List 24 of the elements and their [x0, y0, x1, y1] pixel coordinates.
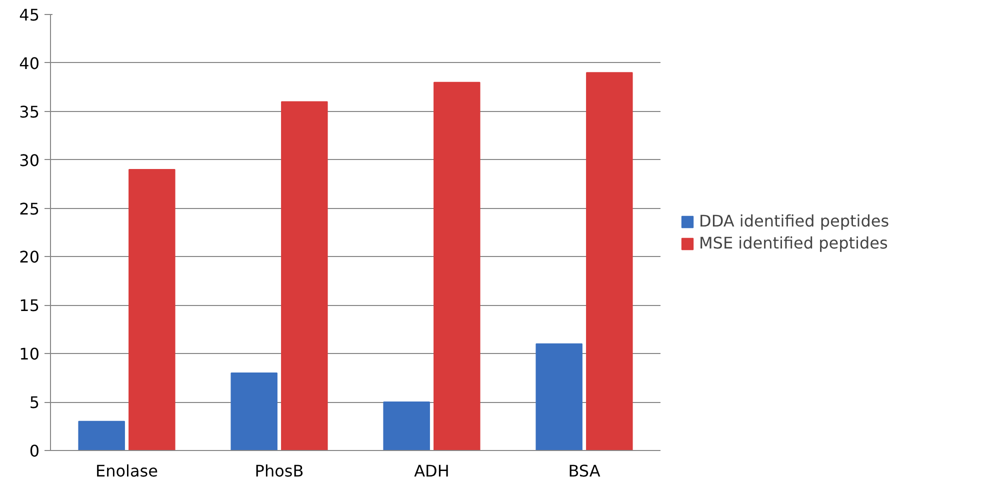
- y-tick-label: 30: [19, 150, 40, 170]
- x-tick-label: BSA: [568, 462, 600, 480]
- bar: [536, 343, 582, 450]
- bar: [230, 372, 278, 450]
- bar: [434, 82, 480, 450]
- legend-label: DDA identified peptides: [699, 212, 890, 230]
- y-tick-label: 5: [29, 393, 40, 412]
- y-tick-label: 45: [19, 6, 40, 24]
- bar: [586, 72, 633, 450]
- bar: [78, 420, 125, 450]
- legend-label: MSE identified peptides: [699, 234, 888, 252]
- y-tick-label: 0: [29, 442, 40, 460]
- bar: [383, 402, 430, 450]
- x-tick-label: PhosB: [254, 462, 304, 480]
- y-tick-label: 35: [19, 102, 40, 122]
- y-tick-label: 10: [19, 344, 40, 364]
- x-tick-label: Enolase: [96, 462, 158, 480]
- y-tick-label: 20: [19, 248, 40, 267]
- bar: [281, 101, 328, 450]
- y-tick-label: 15: [19, 296, 40, 316]
- y-tick-label: 40: [19, 54, 40, 73]
- bar: [128, 169, 176, 450]
- x-tick-label: ADH: [414, 462, 450, 480]
- y-tick-label: 25: [19, 199, 40, 218]
